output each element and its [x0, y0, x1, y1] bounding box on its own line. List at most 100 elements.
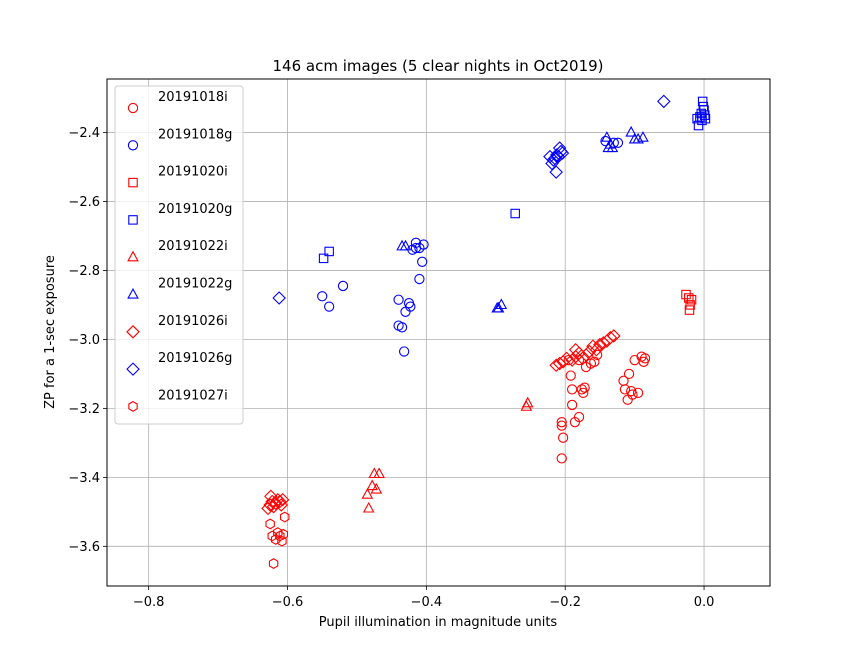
- data-point: [324, 301, 335, 312]
- data-point: [578, 387, 589, 399]
- data-point: [261, 501, 275, 516]
- data-point: [275, 530, 285, 542]
- data-point: [396, 239, 408, 251]
- data-point: [495, 298, 508, 310]
- legend-marker: [128, 177, 138, 188]
- y-tick-label: −3.4: [68, 471, 100, 486]
- legend-entry: 20191020i: [128, 165, 228, 188]
- data-point: [625, 125, 637, 137]
- data-point: [548, 151, 562, 166]
- data-point: [265, 518, 275, 530]
- data-point: [697, 112, 707, 122]
- data-point: [275, 492, 290, 507]
- data-point: [619, 384, 631, 395]
- data-point: [373, 467, 385, 479]
- data-point: [264, 489, 278, 504]
- chart-title: 146 acm images (5 clear nights in Oct201…: [272, 57, 603, 75]
- data-point: [278, 528, 289, 540]
- series-20191022i: [361, 396, 534, 513]
- data-point: [607, 329, 621, 343]
- data-point: [632, 387, 644, 399]
- data-point: [405, 301, 416, 312]
- data-point: [410, 237, 422, 248]
- y-tick-label: −3.6: [68, 540, 100, 555]
- data-point: [273, 494, 287, 509]
- series-20191022g: [396, 125, 649, 313]
- y-tick-label: −2.6: [68, 195, 100, 210]
- data-point: [393, 294, 404, 305]
- legend-entry: 20191018g: [127, 127, 232, 151]
- data-point: [566, 399, 578, 411]
- data-point: [622, 394, 633, 405]
- data-point: [632, 132, 644, 144]
- legend-entry: 20191026i: [126, 314, 228, 339]
- x-tick-label: 0.0: [694, 595, 715, 610]
- plot-frame: [106, 78, 771, 587]
- series-20191026g: [272, 94, 671, 305]
- x-tick-label: −0.4: [411, 595, 443, 610]
- data-point: [685, 300, 695, 310]
- legend-label: 20191027i: [158, 388, 228, 403]
- legend-entry: 20191018i: [127, 90, 228, 114]
- x-tick-label: −0.2: [549, 595, 581, 610]
- data-points: [261, 94, 711, 570]
- data-point: [417, 256, 428, 267]
- data-point: [280, 511, 290, 523]
- data-point: [555, 146, 570, 160]
- legend-label: 20191022g: [158, 277, 232, 292]
- data-point: [318, 253, 329, 264]
- y-tick-label: −2.4: [68, 126, 100, 141]
- legend-box: [114, 85, 244, 425]
- data-point: [400, 306, 411, 317]
- data-point: [366, 479, 379, 491]
- legend-marker: [127, 250, 139, 262]
- legend-entry: 20191027i: [128, 388, 228, 412]
- series-20191020i: [681, 289, 697, 315]
- legend-marker: [128, 400, 138, 412]
- legend-label: 20191018g: [158, 127, 232, 142]
- x-tick-label: −0.6: [272, 595, 304, 610]
- legend-label: 20191018i: [158, 90, 228, 105]
- data-point: [396, 322, 408, 333]
- data-point: [565, 370, 576, 381]
- data-point: [492, 301, 505, 313]
- data-point: [362, 501, 375, 513]
- data-point: [582, 344, 597, 359]
- data-point: [556, 453, 567, 464]
- data-point: [549, 358, 563, 373]
- data-point: [418, 239, 429, 250]
- series-20191018g: [317, 135, 624, 357]
- data-point: [589, 356, 600, 367]
- data-point: [568, 342, 583, 357]
- data-point: [521, 396, 534, 408]
- data-point: [606, 141, 619, 153]
- data-point: [684, 305, 695, 315]
- data-point: [612, 137, 624, 148]
- data-point: [552, 141, 567, 155]
- data-point: [324, 246, 334, 257]
- legend-marker: [126, 325, 140, 339]
- legend-marker: [127, 102, 139, 114]
- data-point: [637, 131, 649, 142]
- legend: 20191018i 20191018g 20191020i 20191020g 2019…: [114, 85, 244, 425]
- data-point: [361, 488, 374, 499]
- data-point: [623, 368, 635, 380]
- x-tick-label: −0.8: [133, 595, 165, 610]
- data-point: [414, 273, 425, 285]
- data-point: [593, 337, 607, 352]
- data-point: [681, 289, 691, 300]
- data-point: [556, 420, 567, 431]
- legend-entry: 20191026g: [126, 351, 232, 376]
- y-tick-label: −3.0: [68, 333, 100, 348]
- legend-marker: [128, 215, 138, 225]
- data-point: [575, 351, 590, 366]
- axis-ticks: −0.8 −0.6 −0.4 −0.2 0.0 −3.6 −3.4 −3.2 −3.0 −2.8 −…: [68, 126, 714, 610]
- legend-label: 20191026g: [158, 351, 232, 366]
- legend-label: 20191026i: [158, 314, 228, 329]
- data-point: [686, 294, 697, 305]
- y-tick-label: −2.8: [68, 264, 100, 279]
- data-point: [551, 149, 566, 164]
- legend-entry: 20191022g: [127, 277, 232, 299]
- data-point: [639, 353, 651, 364]
- data-point: [268, 558, 279, 570]
